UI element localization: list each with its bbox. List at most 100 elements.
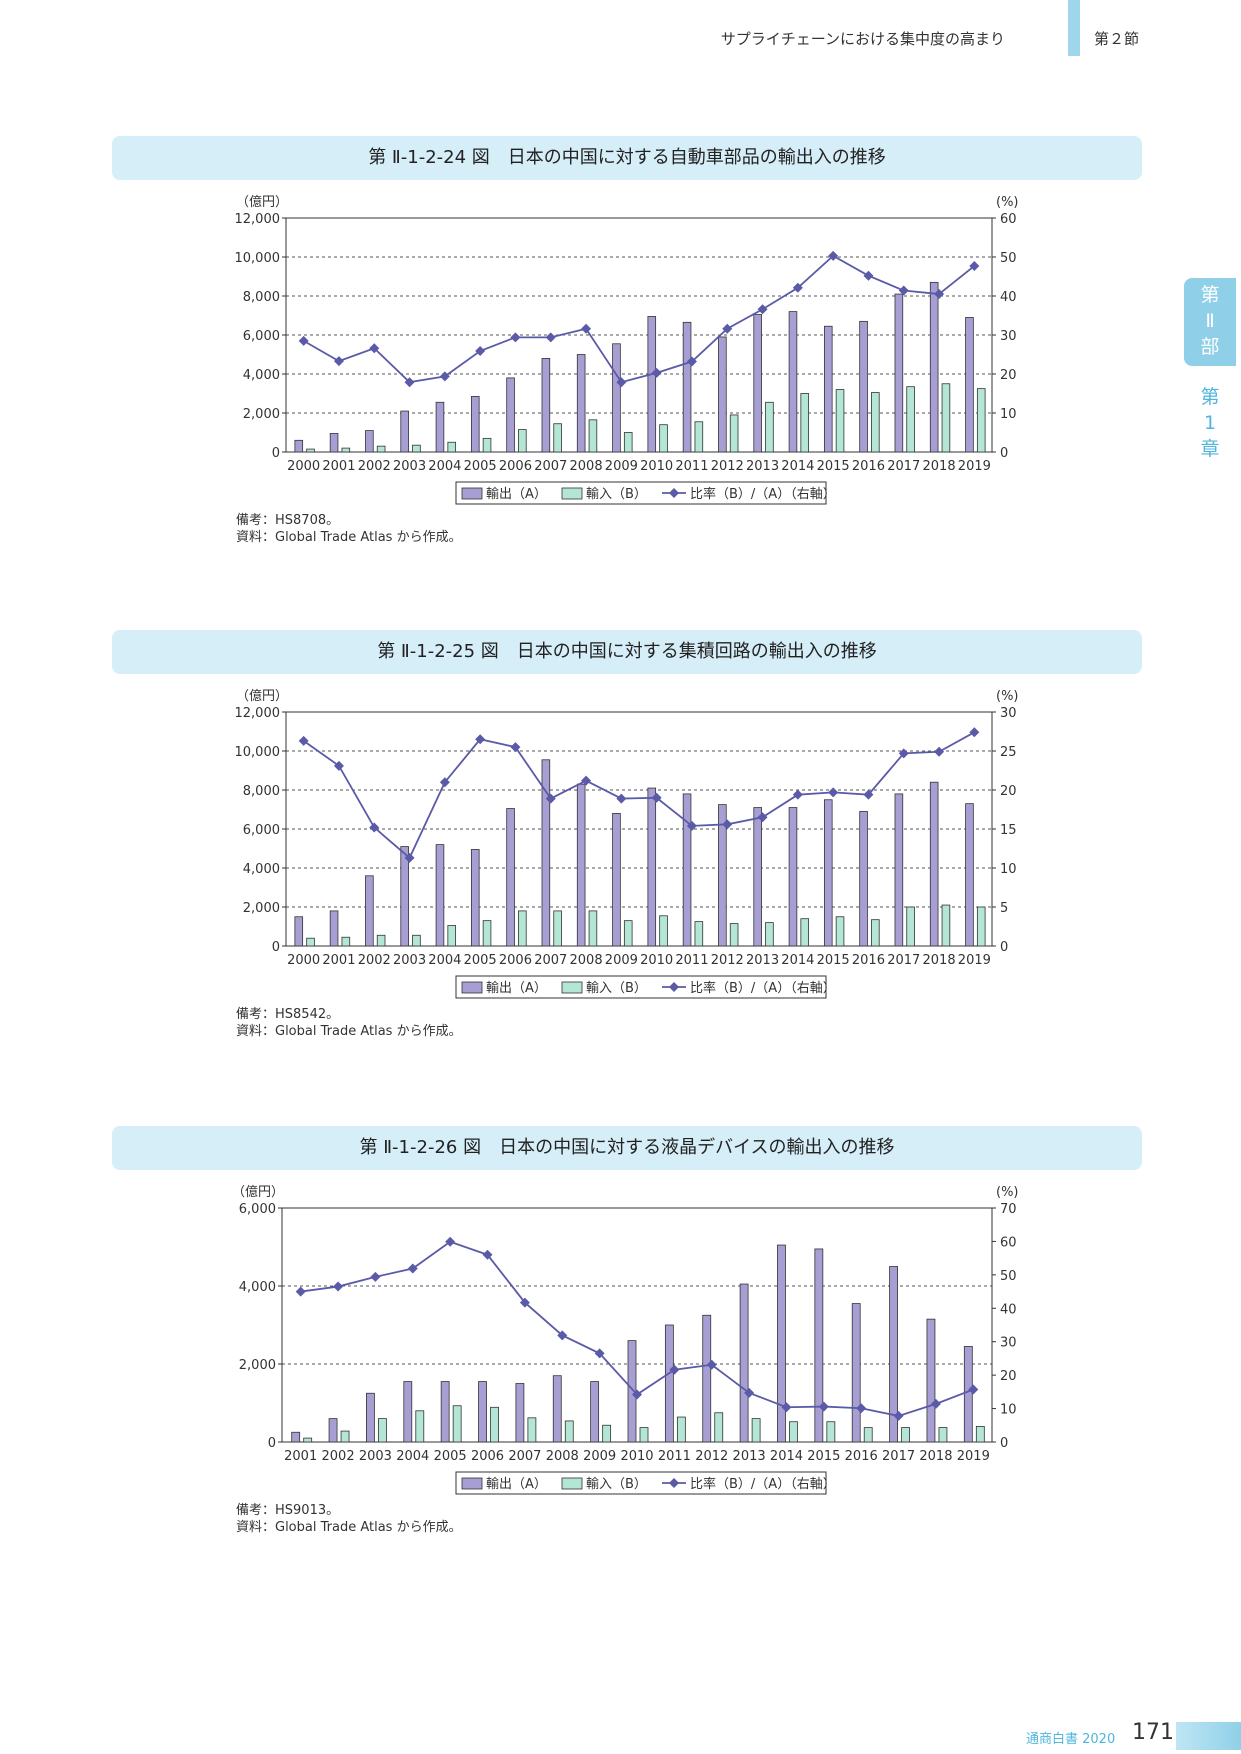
y-right-unit-label: (%) [996, 689, 1019, 704]
ratio-marker [969, 260, 980, 271]
bar-export [859, 320, 868, 453]
bar-export [926, 1318, 936, 1443]
x-tick-label: 2001 [322, 953, 355, 968]
plot-frame [285, 711, 993, 947]
x-tick-label: 2006 [471, 1449, 504, 1464]
bar-export [859, 811, 868, 947]
bar-export [470, 849, 480, 947]
ratio-marker [930, 1398, 941, 1409]
bar-import [941, 383, 951, 453]
source-line: 資料：Global Trade Atlas から作成。 [236, 1520, 462, 1535]
y-right-tick-label: 0 [1000, 1436, 1008, 1451]
ratio-marker [686, 356, 697, 367]
ratio-marker [370, 1271, 381, 1282]
ratio-marker [439, 777, 450, 788]
bar-import [412, 934, 421, 947]
bar-import [714, 1412, 724, 1443]
bar-export [682, 321, 692, 453]
ratio-marker [934, 746, 945, 757]
legend-swatch-import [561, 1477, 583, 1490]
ratio-marker [856, 1403, 867, 1414]
ratio-line [303, 254, 975, 384]
x-tick-label: 2017 [887, 953, 920, 968]
x-tick-label: 2009 [583, 1449, 616, 1464]
bar-import [906, 906, 915, 947]
bar-import [553, 910, 562, 947]
y-right-tick-label: 10 [1000, 407, 1017, 422]
x-tick-label: 2005 [464, 459, 497, 474]
x-tick-label: 2008 [546, 1449, 579, 1464]
bar-import [800, 393, 810, 453]
y-left-unit-label: （億円） [236, 688, 288, 704]
bar-export [435, 401, 445, 453]
x-tick-label: 2016 [845, 1449, 878, 1464]
ratio-marker [651, 367, 662, 378]
bar-export [894, 793, 904, 947]
x-tick-label: 2017 [882, 1449, 915, 1464]
bar-import [938, 1427, 948, 1443]
bar-export [753, 314, 762, 453]
chapter-label: 第 1 章 [1184, 384, 1236, 462]
x-tick-label: 2007 [534, 459, 567, 474]
chapter-label-char: 章 [1200, 438, 1220, 460]
y-left-tick-label: 8,000 [243, 784, 280, 799]
ratio-marker [757, 812, 768, 823]
bar-import [676, 1416, 686, 1443]
x-tick-label: 2010 [640, 953, 673, 968]
bar-import [623, 920, 633, 947]
ratio-marker [333, 1281, 344, 1292]
y-left-tick-label: 6,000 [243, 823, 280, 838]
ratio-marker [818, 1401, 829, 1412]
bar-export [965, 317, 974, 453]
x-tick-label: 2006 [499, 459, 532, 474]
x-tick-label: 2010 [640, 459, 673, 474]
legend-swatch-import [561, 487, 583, 500]
legend-swatch-export [461, 1477, 483, 1490]
ratio-marker [369, 822, 380, 833]
y-left-tick-label: 10,000 [235, 251, 281, 266]
bar-import [341, 936, 351, 947]
x-tick-label: 2000 [287, 459, 320, 474]
bar-import [340, 1430, 350, 1443]
y-right-tick-label: 20 [1000, 784, 1017, 799]
note-line: 備考：HS8542。 [236, 1007, 340, 1022]
ratio-marker [792, 789, 803, 800]
x-tick-label: 2015 [817, 459, 850, 474]
ratio-marker [781, 1402, 792, 1413]
bar-export [328, 1418, 338, 1443]
ratio-marker [968, 1384, 979, 1395]
bar-import [564, 1420, 574, 1443]
chart-autoparts: 0 2,000 4,000 6,000 8,000 10,000 12,000 0 10 20 30… [235, 194, 1019, 505]
bar-export [739, 1283, 749, 1443]
x-tick-label: 2007 [534, 953, 567, 968]
legend-swatch-import [561, 981, 583, 994]
x-tick-label: 2016 [852, 953, 885, 968]
bar-export [894, 293, 904, 453]
bar-import [602, 1424, 612, 1443]
bar-import [490, 1406, 499, 1443]
note-line: 備考：HS9013。 [236, 1503, 340, 1518]
ratio-marker [686, 820, 697, 831]
bar-import [906, 386, 915, 453]
bar-export [777, 1244, 786, 1443]
x-tick-label: 2018 [923, 953, 956, 968]
bar-import [789, 1421, 798, 1443]
y-right-tick-label: 30 [1000, 329, 1017, 344]
bar-export [682, 793, 692, 947]
y-left-tick-label: 12,000 [235, 212, 281, 227]
bar-import [729, 414, 739, 453]
x-tick-label: 2009 [605, 953, 638, 968]
ratio-marker [828, 787, 839, 798]
bar-export [647, 787, 657, 947]
ratio-marker [445, 1236, 456, 1247]
bar-export [515, 1383, 525, 1443]
bar-export [702, 1314, 712, 1443]
bar-export [788, 807, 798, 947]
ratio-marker [545, 332, 556, 343]
x-tick-label: 2014 [781, 953, 814, 968]
bar-import [527, 1417, 537, 1443]
x-tick-label: 2011 [658, 1449, 691, 1464]
x-tick-label: 2003 [393, 459, 426, 474]
y-right-tick-label: 25 [1000, 745, 1017, 760]
legend-label-ratio: 比率（B）/（A）（右軸） [690, 486, 836, 502]
